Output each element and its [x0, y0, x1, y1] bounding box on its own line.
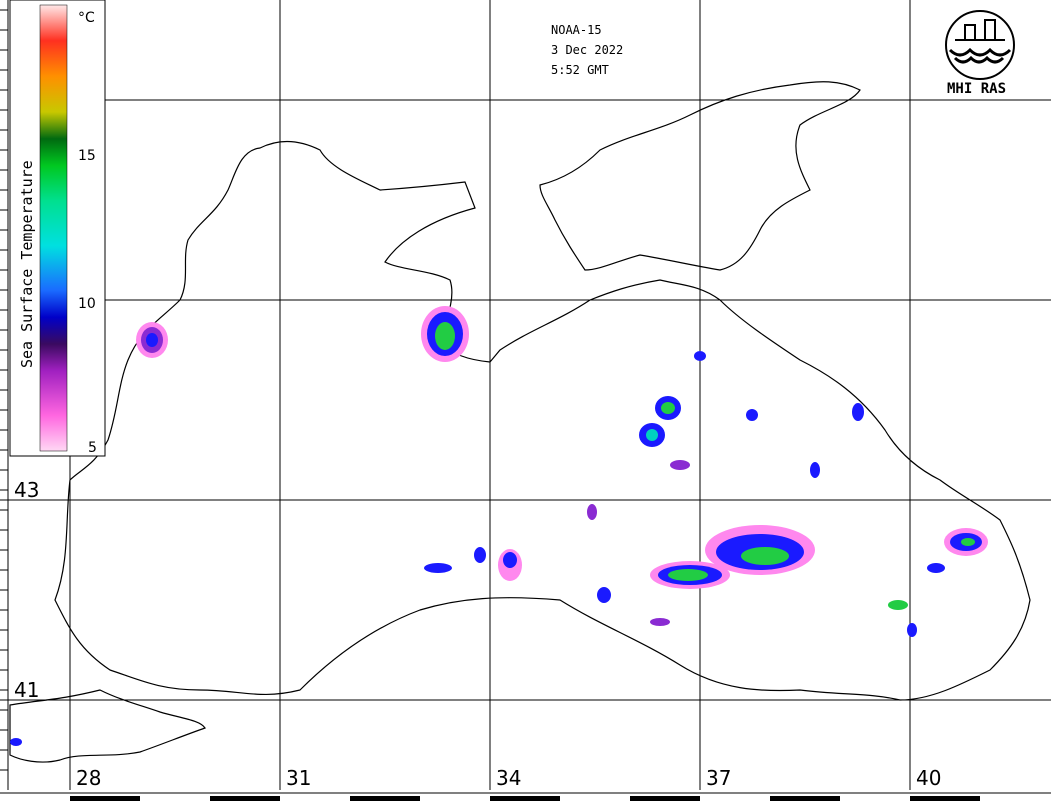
lat-label-43: 43 — [14, 478, 39, 502]
lat-label-41: 41 — [14, 678, 39, 702]
patch-crimea-west — [421, 306, 469, 362]
lon-label-31: 31 — [286, 766, 311, 790]
legend-tick-5: 5 — [88, 440, 97, 456]
patch-central-1 — [639, 396, 681, 447]
legend-title: Sea Surface Temperature — [18, 160, 36, 368]
lon-labels: 28 31 34 37 40 — [76, 766, 941, 790]
lon-ruler — [0, 790, 1051, 801]
acquisition-date: 3 Dec 2022 — [551, 43, 623, 57]
legend-tick-15: 15 — [78, 148, 96, 164]
lon-label-34: 34 — [496, 766, 521, 790]
legend-tick-10: 10 — [78, 296, 96, 312]
legend-unit: °C — [78, 10, 95, 26]
patch-small — [10, 351, 945, 746]
patch-odessa — [136, 322, 168, 358]
lon-label-40: 40 — [916, 766, 941, 790]
satellite-name: NOAA-15 — [551, 23, 602, 37]
logo-text: MHI RAS — [947, 81, 1006, 97]
acquisition-time: 5:52 GMT — [551, 63, 609, 77]
lon-label-37: 37 — [706, 766, 731, 790]
lat-labels: 43 41 — [14, 478, 39, 702]
lon-label-28: 28 — [76, 766, 101, 790]
legend-colorbar — [39, 4, 68, 452]
lat-ruler — [0, 0, 9, 790]
patch-east-strip — [650, 525, 815, 589]
patch-east-right — [944, 528, 988, 556]
mhi-ras-logo: MHI RAS — [945, 10, 1015, 97]
sst-patches — [10, 306, 988, 746]
coastline — [9, 81, 1031, 763]
sst-legend: Sea Surface Temperature °C 15 10 5 — [9, 0, 106, 457]
image-header: NOAA-15 3 Dec 2022 5:52 GMT — [551, 23, 623, 77]
